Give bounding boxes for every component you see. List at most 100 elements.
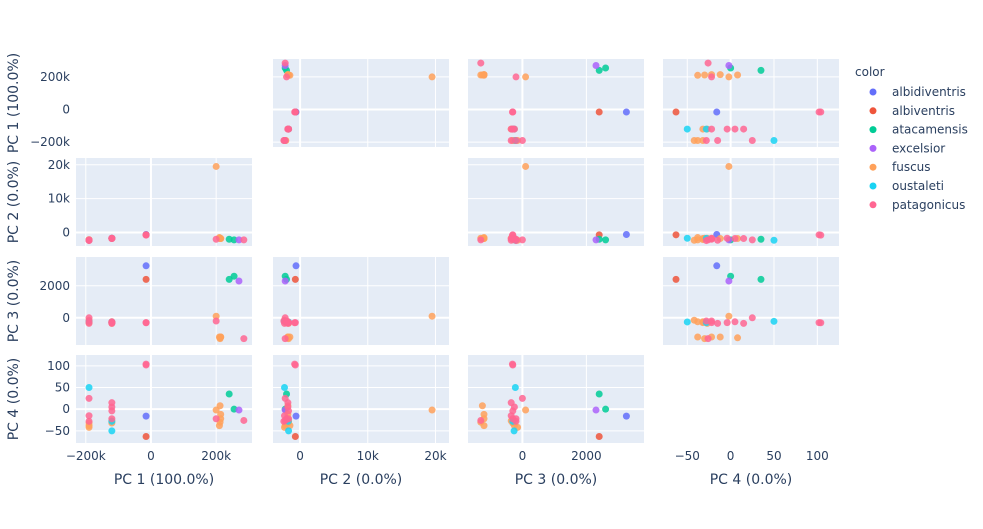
- data-point-excelsior: [235, 236, 243, 244]
- legend-item-patagonicus[interactable]: patagonicus: [869, 198, 966, 212]
- data-point-patagonicus: [212, 317, 220, 325]
- subplot-pc2-vs-pc1: [76, 158, 252, 246]
- legend-item-fuscus[interactable]: fuscus: [869, 160, 931, 174]
- y-tick-label: −50: [45, 424, 70, 438]
- y-axis-title: PC 4 (0.0%): [6, 358, 22, 441]
- data-point-fuscus: [522, 406, 530, 414]
- data-point-patagonicus: [142, 319, 150, 327]
- data-point-fuscus: [694, 71, 702, 79]
- data-point-atacamensis: [602, 236, 610, 244]
- data-point-fuscus: [690, 136, 698, 144]
- data-point-patagonicus: [85, 394, 93, 402]
- data-point-patagonicus: [748, 314, 756, 322]
- y-axis-title: PC 1 (100.0%): [6, 53, 22, 153]
- legend-marker: [869, 182, 877, 190]
- data-point-atacamensis: [757, 275, 765, 283]
- legend-item-atacamensis[interactable]: atacamensis: [869, 123, 968, 137]
- data-point-oustaleti: [285, 427, 293, 435]
- data-point-albidiventris: [713, 108, 721, 116]
- legend-item-albidiventris[interactable]: albidiventris: [869, 85, 966, 99]
- data-point-oustaleti: [281, 384, 289, 392]
- y-tick-label: 50: [55, 381, 70, 395]
- y-tick-label: 0: [62, 225, 70, 239]
- data-point-patagonicus: [748, 136, 756, 144]
- data-point-excelsior: [592, 406, 600, 414]
- data-point-patagonicus: [281, 335, 289, 343]
- data-point-patagonicus: [731, 235, 739, 243]
- data-point-fuscus: [216, 402, 224, 410]
- x-tick-label: 0: [296, 449, 304, 463]
- data-point-patagonicus: [291, 360, 299, 368]
- subplot-background: [76, 158, 252, 246]
- data-point-patagonicus: [212, 235, 220, 243]
- data-point-patagonicus: [507, 136, 515, 144]
- data-point-atacamensis: [281, 272, 289, 280]
- data-point-oustaleti: [770, 236, 778, 244]
- y-tick-label: 100: [47, 359, 70, 373]
- data-point-patagonicus: [108, 415, 116, 423]
- data-point-excelsior: [725, 277, 733, 285]
- legend-item-albiventris[interactable]: albiventris: [869, 104, 955, 118]
- data-point-patagonicus: [240, 416, 248, 424]
- data-point-oustaleti: [770, 317, 778, 325]
- data-point-patagonicus: [731, 318, 739, 326]
- data-point-patagonicus: [509, 234, 517, 242]
- data-point-atacamensis: [230, 272, 238, 280]
- subplot-pc3-vs-pc2: [273, 257, 449, 345]
- data-point-patagonicus: [291, 108, 299, 116]
- data-point-patagonicus: [508, 360, 516, 368]
- data-point-oustaleti: [683, 234, 691, 242]
- subplot-background: [76, 355, 252, 443]
- data-point-patagonicus: [723, 234, 731, 242]
- data-point-patagonicus: [108, 399, 116, 407]
- data-point-patagonicus: [714, 236, 722, 244]
- legend-marker: [869, 201, 877, 209]
- data-point-patagonicus: [714, 319, 722, 327]
- data-point-fuscus: [212, 312, 220, 320]
- data-point-fuscus: [690, 316, 698, 324]
- data-point-patagonicus: [740, 235, 748, 243]
- data-point-patagonicus: [281, 394, 289, 402]
- legend-label: albidiventris: [892, 85, 966, 99]
- data-point-patagonicus: [85, 417, 93, 425]
- legend-item-oustaleti[interactable]: oustaleti: [869, 179, 945, 193]
- data-point-excelsior: [725, 62, 733, 70]
- x-axis-title: PC 2 (0.0%): [320, 472, 403, 488]
- data-point-albiventris: [672, 231, 680, 239]
- y-tick-label: 200k: [40, 70, 70, 84]
- data-point-patagonicus: [817, 319, 825, 327]
- data-point-patagonicus: [240, 236, 248, 244]
- subplot-pc3-vs-pc1: [76, 257, 252, 345]
- data-point-patagonicus: [723, 125, 731, 133]
- x-tick-label: 0: [147, 449, 155, 463]
- data-point-patagonicus: [240, 335, 248, 343]
- data-point-albidiventris: [292, 412, 300, 420]
- data-point-patagonicus: [704, 59, 712, 67]
- data-point-patagonicus: [748, 236, 756, 244]
- x-tick-label: 200k: [201, 449, 231, 463]
- legend-item-excelsior[interactable]: excelsior: [869, 141, 946, 155]
- data-point-albiventris: [142, 275, 150, 283]
- data-point-fuscus: [716, 333, 724, 341]
- data-point-fuscus: [522, 73, 530, 81]
- data-point-patagonicus: [108, 319, 116, 327]
- y-tick-label: 0: [62, 103, 70, 117]
- data-point-patagonicus: [280, 136, 288, 144]
- data-point-fuscus: [734, 71, 742, 79]
- data-point-patagonicus: [212, 415, 220, 423]
- data-point-patagonicus: [509, 125, 517, 133]
- y-tick-label: 20k: [48, 158, 70, 172]
- data-point-albidiventris: [713, 262, 721, 270]
- subplot-pc2-vs-pc4: [663, 158, 839, 246]
- subplot-pc1-vs-pc4: [663, 59, 839, 147]
- data-point-patagonicus: [507, 399, 515, 407]
- data-point-oustaleti: [770, 136, 778, 144]
- data-point-patagonicus: [817, 108, 825, 116]
- data-point-albidiventris: [622, 230, 630, 238]
- y-tick-label: 2000: [39, 279, 70, 293]
- data-point-patagonicus: [477, 236, 485, 244]
- data-point-albiventris: [142, 432, 150, 440]
- data-point-patagonicus: [85, 412, 93, 420]
- data-point-patagonicus: [142, 231, 150, 239]
